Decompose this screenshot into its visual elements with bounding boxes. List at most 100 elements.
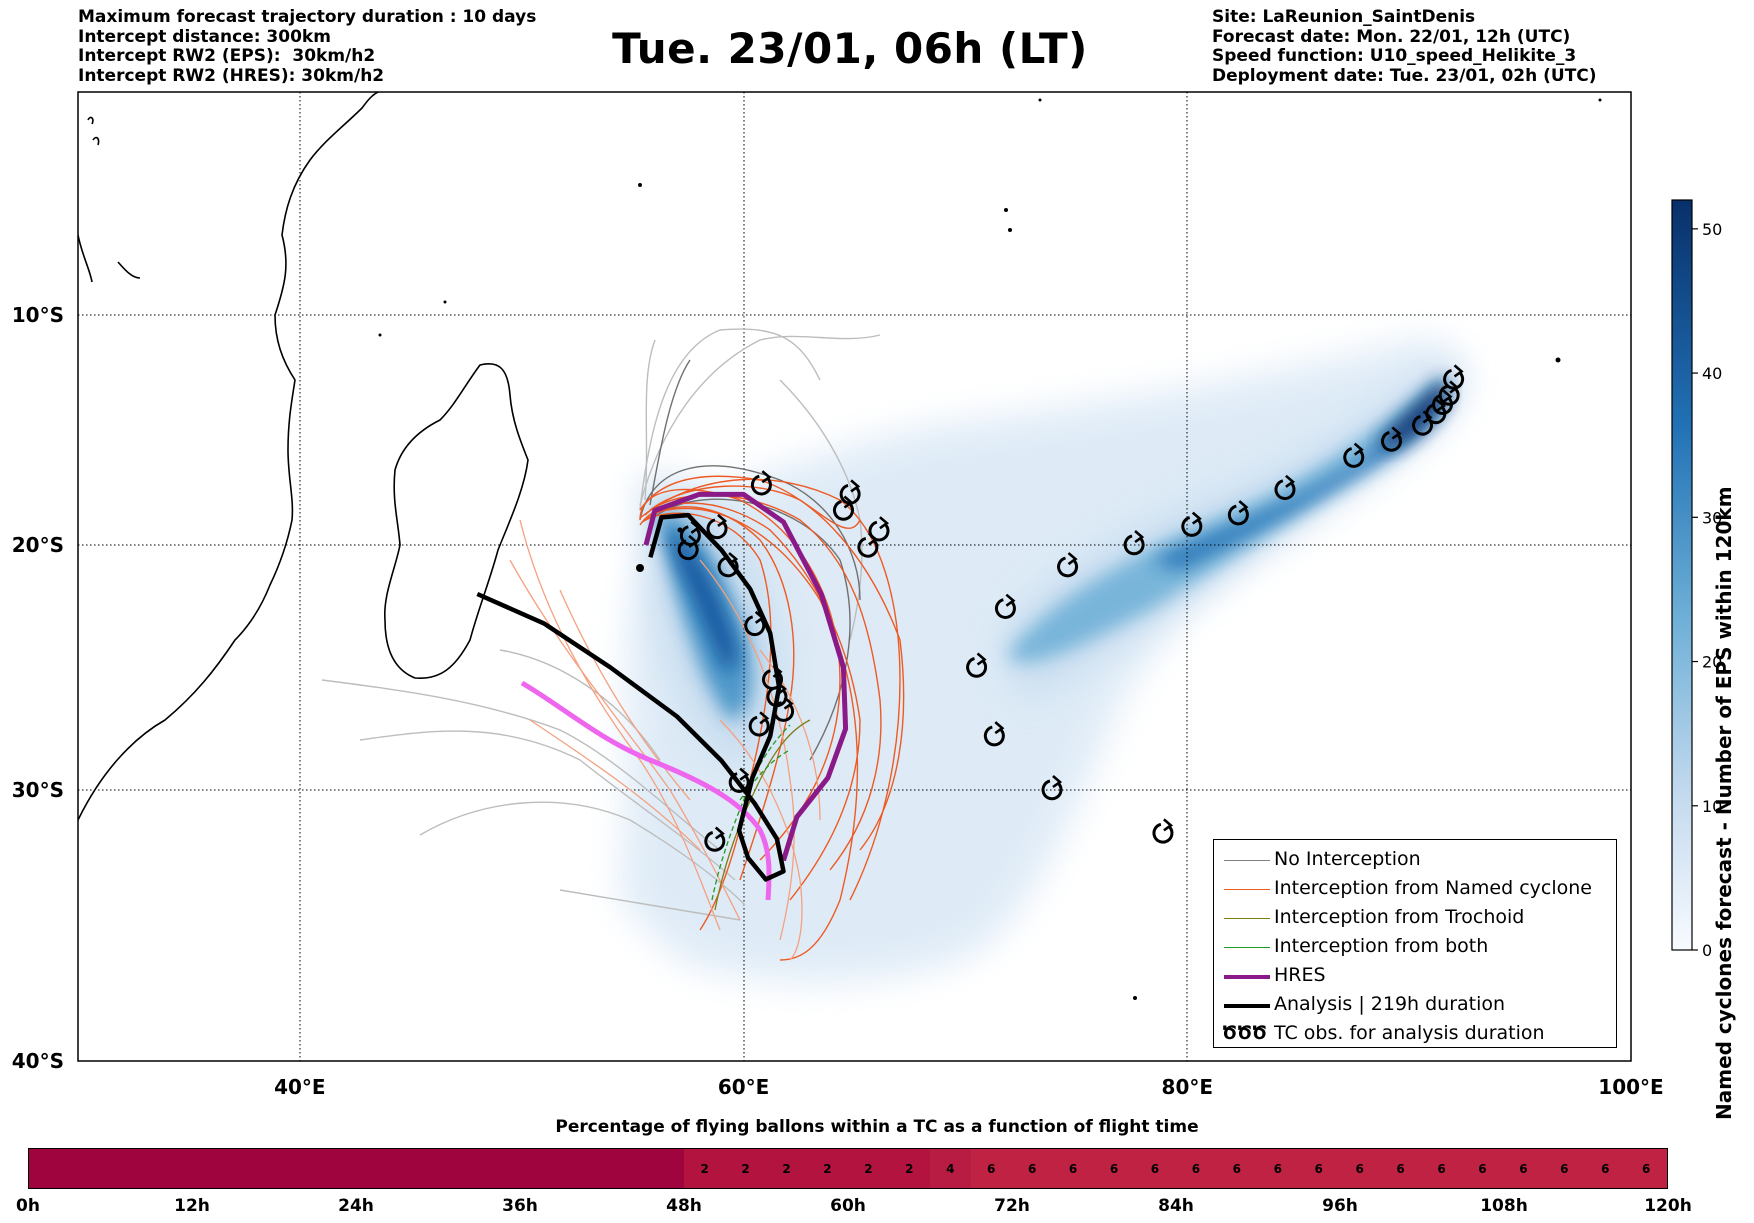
time-bar-cell: 2: [847, 1149, 889, 1188]
tc-obs-marker: [744, 610, 766, 637]
time-bar-tick-label: 120h: [1644, 1196, 1692, 1216]
legend-swatch: [1224, 918, 1270, 920]
legend-label: Interception from Trochoid: [1274, 906, 1525, 928]
time-bar-cell: 6: [1298, 1149, 1340, 1188]
tc-obs-marker: [717, 552, 739, 578]
header-line-site: Site: LaReunion_SaintDenis: [1212, 7, 1476, 27]
lat-tick-label: 20°S: [12, 533, 64, 557]
colorbar-tick-label: 50: [1702, 220, 1722, 239]
lat-tick-label: 10°S: [12, 303, 64, 327]
colorbar-tick-label: 20: [1702, 653, 1722, 672]
legend-item: Analysis | 219h duration: [1214, 991, 1616, 1020]
lon-tick-label: 40°E: [274, 1075, 326, 1099]
tc-obs-marker: [679, 520, 701, 547]
time-bar-cell: 6: [1093, 1149, 1135, 1188]
time-bar-cell: 6: [1380, 1149, 1422, 1188]
header-line-intercept-distance: Intercept distance: 300km: [78, 26, 331, 47]
ensemble-trochoid: [714, 719, 811, 911]
legend-swatch: [1224, 1004, 1270, 1008]
graticule: [78, 92, 1631, 1061]
tc-obs-marker: [994, 593, 1016, 619]
time-bar-cell: 6: [1462, 1149, 1503, 1188]
colorbar-tick-label: 30: [1702, 508, 1722, 527]
map-legend: No Interception Interception from Named c…: [1213, 839, 1617, 1048]
legend-item: Interception from Named cyclone: [1214, 875, 1616, 904]
tc-obs-marker: [773, 696, 795, 722]
coastline-islands: [378, 98, 1602, 1000]
map-area: [78, 92, 1631, 1061]
legend-item: ԾԾԾ TC obs. for analysis duration: [1214, 1020, 1616, 1049]
lon-tick-label: 100°E: [1598, 1075, 1663, 1099]
map-title: Tue. 23/01, 06h (LT): [612, 24, 1088, 73]
time-bar-tick-label: 60h: [830, 1196, 866, 1216]
colorbar-tick-label: 10: [1702, 797, 1722, 816]
time-bar-cell: 6: [1625, 1149, 1667, 1188]
time-bar-cell: 2: [888, 1149, 930, 1188]
legend-swatch: [1224, 860, 1270, 862]
tc-obs-marker: [750, 470, 772, 496]
tc-obs-layer: [677, 364, 1465, 852]
header-line-rw2-eps: Intercept RW2 (EPS): 30km/h2: [78, 46, 376, 66]
tc-obs-marker: [762, 664, 783, 690]
time-bar-cell: 2: [684, 1149, 726, 1188]
eps-density-field: [620, 340, 1460, 982]
time-bar-cell: 6: [1175, 1149, 1217, 1188]
tc-obs-marker: [1041, 775, 1063, 801]
time-bar-cell: 2: [766, 1149, 807, 1188]
tc-obs-marker: [1438, 380, 1460, 406]
coastline-madagascar: [384, 363, 529, 679]
legend-label: HRES: [1274, 964, 1326, 986]
time-bar-cell: 2: [725, 1149, 767, 1188]
header-line-rw2-hres: Intercept RW2 (HRES): 30km/h2: [78, 65, 385, 86]
tc-obs-marker: [1123, 530, 1145, 556]
time-bar-tick-label: 12h: [174, 1196, 210, 1216]
tc-obs-marker: [983, 721, 1005, 747]
map-frame: [77, 91, 1632, 1062]
tc-obs-marker: [1380, 426, 1402, 452]
tc-obs-marker: [839, 479, 861, 505]
colorbar-title: Named cyclones forecast - Number of EPS …: [1712, 486, 1736, 1120]
time-bar-cell: 2: [807, 1149, 848, 1188]
legend-label: TC obs. for analysis duration: [1274, 1022, 1545, 1044]
tracks-layer: [476, 491, 849, 882]
legend-item: Interception from both: [1214, 933, 1616, 962]
tc-obs-marker: [1152, 818, 1174, 844]
tc-obs-marker: [1274, 474, 1296, 501]
colorbar-tick-label: 0: [1702, 941, 1712, 960]
time-bar-cell: 6: [1134, 1149, 1176, 1188]
header-right: Site: LaReunion_SaintDenis Forecast date…: [1212, 7, 1597, 86]
lon-tick-label: 60°E: [718, 1075, 770, 1099]
time-bar-cell: 6: [1339, 1149, 1381, 1188]
tc-obs-marker: [1343, 442, 1365, 468]
legend-swatch: [1224, 889, 1270, 891]
colorbar: 0 10 20 30 40 50: [1671, 199, 1722, 960]
legend-label: Analysis | 219h duration: [1274, 993, 1506, 1015]
time-bar-tick-label: 48h: [666, 1196, 702, 1216]
tc-obs-marker: [1412, 410, 1433, 436]
tc-obs-marker: [868, 516, 890, 542]
legend-item: HRES: [1214, 962, 1616, 991]
legend-label: No Interception: [1274, 848, 1421, 870]
axis-labels: 40°E 60°E 80°E 100°E 10°S 20°S 30°S 40°S: [12, 303, 1664, 1099]
tc-obs-marker: [1443, 364, 1465, 390]
lat-tick-label: 40°S: [12, 1049, 64, 1073]
legend-item: Interception from Trochoid: [1214, 904, 1616, 933]
tc-obs-marker: [1432, 389, 1453, 415]
legend-label: Interception from Named cyclone: [1274, 877, 1592, 899]
time-bar-cell: 6: [1011, 1149, 1053, 1188]
time-bar-title: Percentage of flying ballons within a TC…: [555, 1117, 1199, 1137]
tc-obs-marker: [1181, 511, 1203, 537]
colorbar-gradient: [1671, 199, 1693, 951]
time-bar-tick-label: 72h: [994, 1196, 1030, 1216]
time-bar-cell: 6: [1584, 1149, 1626, 1188]
time-bar-tick-label: 0h: [16, 1196, 40, 1216]
time-bar-cell: 6: [1502, 1149, 1544, 1188]
hres-secondary-track: [520, 680, 772, 901]
tc-obs-marker: [728, 767, 750, 793]
tc-obs-marker: [766, 681, 788, 708]
time-bar-tick-label: 36h: [502, 1196, 538, 1216]
time-bar-cell: 6: [1257, 1149, 1299, 1188]
header-line-speed-function: Speed function: U10_speed_Helikite_3: [1212, 46, 1577, 66]
hres-track: [643, 491, 849, 862]
